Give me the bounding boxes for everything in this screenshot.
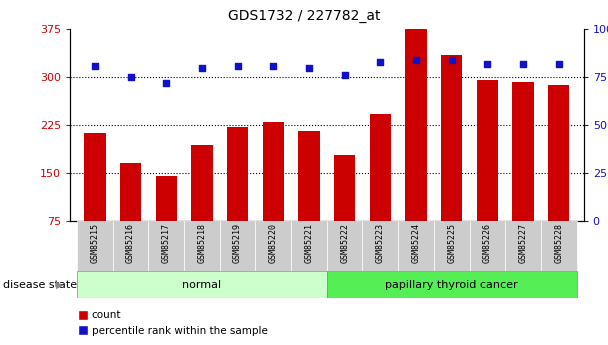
- Bar: [327, 271, 576, 298]
- Text: normal: normal: [182, 280, 221, 289]
- Bar: [327, 221, 362, 271]
- Text: GSM85226: GSM85226: [483, 223, 492, 263]
- Legend: count, percentile rank within the sample: count, percentile rank within the sample: [75, 306, 272, 340]
- Point: [304, 65, 314, 70]
- Point: [268, 63, 278, 68]
- Text: GSM85222: GSM85222: [340, 223, 349, 263]
- Text: GSM85218: GSM85218: [198, 223, 207, 263]
- Text: GSM85215: GSM85215: [91, 223, 99, 263]
- Text: GSM85227: GSM85227: [519, 223, 528, 263]
- Bar: [334, 155, 355, 221]
- Bar: [541, 221, 576, 271]
- Text: GSM85216: GSM85216: [126, 223, 135, 263]
- Point: [197, 65, 207, 70]
- Bar: [263, 122, 284, 221]
- Bar: [227, 127, 248, 221]
- Point: [483, 61, 492, 67]
- Text: GSM85223: GSM85223: [376, 223, 385, 263]
- Text: GSM85225: GSM85225: [447, 223, 456, 263]
- Point: [233, 63, 243, 68]
- Bar: [192, 146, 213, 221]
- Point: [411, 57, 421, 63]
- Bar: [299, 131, 320, 221]
- Point: [90, 63, 100, 68]
- Text: GSM85221: GSM85221: [305, 223, 314, 263]
- Point: [447, 57, 457, 63]
- Point: [554, 61, 564, 67]
- Text: GDS1732 / 227782_at: GDS1732 / 227782_at: [228, 9, 380, 23]
- Text: papillary thyroid cancer: papillary thyroid cancer: [385, 280, 518, 289]
- Bar: [469, 221, 505, 271]
- Bar: [398, 221, 434, 271]
- Bar: [219, 221, 255, 271]
- Point: [518, 61, 528, 67]
- Bar: [406, 29, 427, 221]
- Bar: [77, 271, 327, 298]
- Bar: [184, 221, 219, 271]
- Bar: [362, 221, 398, 271]
- Bar: [156, 176, 177, 221]
- Bar: [112, 221, 148, 271]
- Bar: [477, 80, 498, 221]
- Bar: [291, 221, 326, 271]
- Point: [340, 72, 350, 78]
- Point: [376, 59, 385, 65]
- Point: [126, 75, 136, 80]
- Bar: [255, 221, 291, 271]
- Bar: [77, 221, 112, 271]
- Text: GSM85219: GSM85219: [233, 223, 242, 263]
- Text: disease state: disease state: [3, 280, 77, 289]
- Bar: [84, 133, 106, 221]
- Bar: [370, 114, 391, 221]
- Bar: [148, 221, 184, 271]
- Bar: [434, 221, 469, 271]
- Bar: [120, 164, 141, 221]
- Text: GSM85224: GSM85224: [412, 223, 421, 263]
- Text: GSM85217: GSM85217: [162, 223, 171, 263]
- Point: [161, 80, 171, 86]
- Text: GSM85228: GSM85228: [554, 223, 563, 263]
- Text: ▶: ▶: [57, 280, 64, 289]
- Bar: [548, 85, 570, 221]
- Bar: [505, 221, 541, 271]
- Text: GSM85220: GSM85220: [269, 223, 278, 263]
- Bar: [513, 82, 534, 221]
- Bar: [441, 55, 462, 221]
